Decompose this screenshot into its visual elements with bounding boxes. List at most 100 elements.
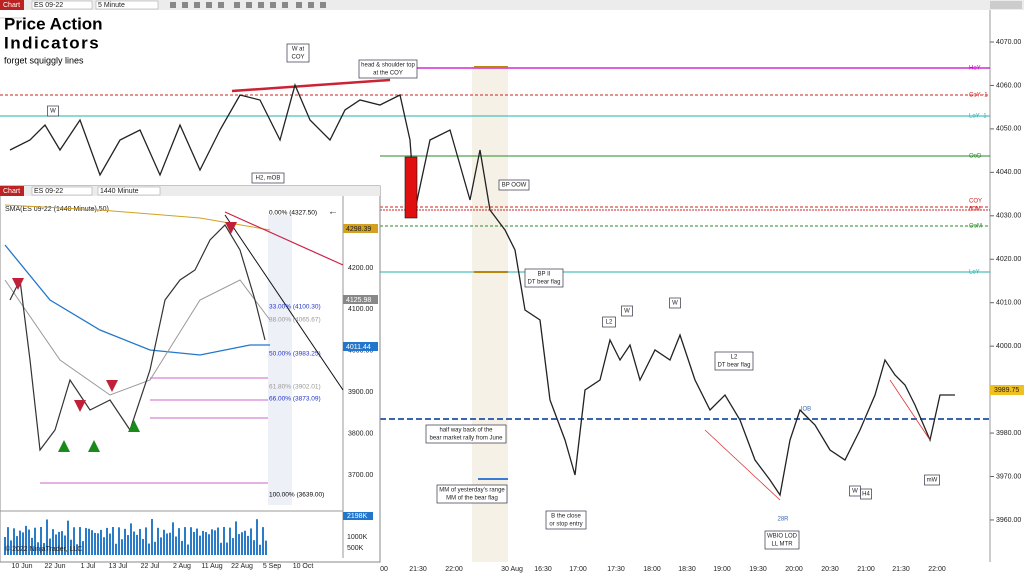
inset-time-label: 11 Aug xyxy=(201,563,222,570)
window-buttons[interactable] xyxy=(990,1,1022,9)
volume-bar xyxy=(259,544,261,555)
annotation: IOB xyxy=(801,407,811,413)
price-label: 4040.00 xyxy=(996,169,1021,176)
inset-indicator: SMA(ES 09-22 (1440 Minute),50) xyxy=(5,206,109,213)
inset-time-label: 22 Jul xyxy=(141,563,160,570)
annotation-box xyxy=(436,484,508,504)
time-label: 19:00 xyxy=(713,566,731,573)
trend-line xyxy=(704,429,781,501)
inset-window: Chart ES 09-22 1440 Minute SMA(ES 09-22 … xyxy=(0,185,381,570)
price-label: 4000.00 xyxy=(996,343,1021,350)
annotation-text: H4 xyxy=(862,492,870,498)
annotation-box xyxy=(602,316,616,328)
annotation-text: half way back of the xyxy=(439,428,493,434)
level-lines xyxy=(0,66,990,480)
volume-bar xyxy=(223,527,225,555)
volume-bar xyxy=(25,525,27,555)
inset-price-label: 3800.00 xyxy=(348,430,373,437)
annotation-text: head & shoulder top xyxy=(361,63,415,69)
chart-tab[interactable] xyxy=(0,0,24,10)
level-label: COY xyxy=(969,199,982,205)
volume-bar xyxy=(100,529,102,555)
volume-bar xyxy=(31,537,33,555)
instrument-select[interactable] xyxy=(31,0,93,10)
time-label: 21:30 xyxy=(409,566,427,573)
price-label: 4050.00 xyxy=(996,126,1021,133)
annotation-text: MM of yesterday's range xyxy=(439,488,505,494)
inset-price-label: 4000.00 xyxy=(348,348,373,355)
volume-label: 1000K xyxy=(347,534,368,541)
annotation-text: L2 xyxy=(731,355,738,361)
volume-bar xyxy=(166,533,168,555)
volume-bar xyxy=(196,528,198,555)
volume-bar xyxy=(133,531,135,555)
annotation: W xyxy=(621,305,633,317)
annotation-text: WBIO LOD xyxy=(767,534,798,540)
annotation-text: bear market rally from June xyxy=(429,436,503,442)
volume-bar xyxy=(85,528,87,555)
annotation: L2 xyxy=(602,316,616,328)
inset-price-label: 4200.00 xyxy=(348,265,373,272)
inset-tab-label: Chart xyxy=(3,188,20,195)
volume-bar xyxy=(142,539,144,555)
time-label: 22:00 xyxy=(928,566,946,573)
volume-bar xyxy=(148,543,150,555)
fib-label: 0.00% (4327.50) xyxy=(269,210,317,217)
annotation: half way back of the bear market rally fr… xyxy=(425,424,507,444)
annotation-text: at the COY xyxy=(373,71,403,77)
volume-bar xyxy=(205,532,207,555)
time-label: 17:30 xyxy=(607,566,625,573)
annotation: W xyxy=(47,105,59,117)
time-axis: 00 21:30 22:00 30 Aug 16:30 17:00 17:30 18:00 18… xyxy=(380,566,946,573)
annotation-text: BP II xyxy=(538,272,551,278)
time-label: 00 xyxy=(380,566,388,573)
annotation: MM of yesterday's range MM of the bear fl… xyxy=(436,484,508,504)
volume-bar xyxy=(139,528,141,555)
volume-bar xyxy=(79,527,81,555)
volume-bar xyxy=(202,530,204,555)
toolbar-icons[interactable] xyxy=(170,2,326,8)
volume-bar xyxy=(163,529,165,555)
volume-bar xyxy=(43,543,45,555)
instrument: ES 09-22 xyxy=(34,2,63,9)
annotation-text: mW xyxy=(927,478,938,484)
volume-bar xyxy=(247,535,249,555)
volume-bar xyxy=(55,534,57,555)
volume-bar xyxy=(58,531,60,555)
fib-label: 38.00% (4065.67) xyxy=(269,317,321,324)
volume-bar xyxy=(106,527,108,555)
annotation-box xyxy=(251,172,285,184)
time-label: 21:30 xyxy=(892,566,910,573)
inset-chart-tab[interactable] xyxy=(0,186,24,196)
time-label: 19:30 xyxy=(749,566,767,573)
fib-label: 50.00% (3983.25) xyxy=(269,351,321,358)
inset-interval: 1440 Minute xyxy=(100,188,139,195)
volume-bar xyxy=(178,528,180,555)
volume-bar xyxy=(184,527,186,555)
interval-select[interactable] xyxy=(95,0,159,10)
inset-interval-select[interactable] xyxy=(97,186,161,196)
volume-bar xyxy=(151,519,153,555)
annotation-box xyxy=(47,105,59,117)
volume-bar xyxy=(91,530,93,555)
price-label: 4010.00 xyxy=(996,300,1021,307)
volume-bar xyxy=(88,528,90,555)
volume-bar xyxy=(199,535,201,555)
time-label: 16:30 xyxy=(534,566,552,573)
inset-price-label: 4100.00 xyxy=(348,306,373,313)
volume-bar xyxy=(190,527,192,555)
volume-bar xyxy=(262,527,264,555)
volume-bar xyxy=(94,532,96,555)
volume-bar xyxy=(73,527,75,555)
volume-bar xyxy=(103,537,105,555)
level-label: 60M xyxy=(969,207,981,213)
annotation-box xyxy=(524,268,564,288)
price-label: 3970.00 xyxy=(996,473,1021,480)
volume-bar xyxy=(265,540,267,555)
annotation-box xyxy=(425,424,507,444)
inset-instrument-select[interactable] xyxy=(31,186,93,196)
price-axis: 4070.00 4060.00 4050.00 4040.00 4030.00 4020.… xyxy=(990,39,1021,524)
volume-bar xyxy=(253,540,255,555)
annotation-text: W at xyxy=(292,47,305,53)
annotation: 28R xyxy=(777,517,789,523)
